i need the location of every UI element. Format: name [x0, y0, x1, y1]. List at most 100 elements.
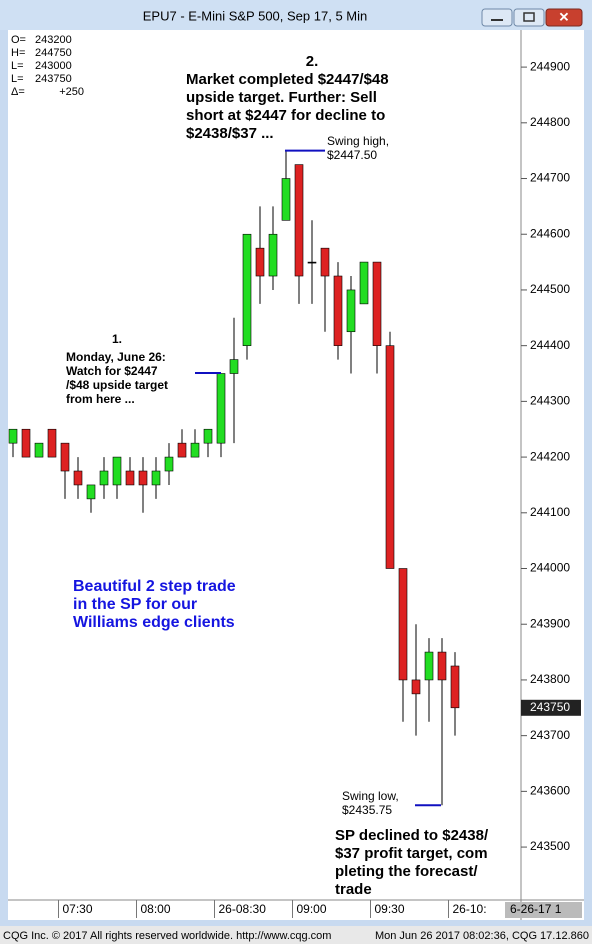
candle-body [203, 428, 213, 444]
candle-body [8, 428, 18, 444]
candle-body [164, 456, 174, 472]
y-tick-label: 244700 [530, 171, 570, 185]
candle-body [372, 261, 382, 346]
maximize-icon [523, 12, 535, 22]
y-tick-label: 244400 [530, 338, 570, 352]
annotation-line: Williams edge clients [73, 614, 235, 631]
info-value: 243750 [35, 73, 72, 85]
info-value: 243200 [35, 34, 72, 46]
annotation-line: Monday, June 26: [66, 350, 166, 364]
date-box-label: 6-26-17 1 [510, 902, 562, 916]
footer-right: Mon Jun 26 2017 08:02:36, CQG 17.12.860 [375, 930, 589, 942]
y-tick-label: 244000 [530, 561, 570, 575]
candle-body [359, 261, 369, 305]
candle-body [60, 442, 70, 472]
candle-body [346, 289, 356, 333]
y-tick-label: 243700 [530, 728, 570, 742]
info-label: L= [11, 60, 24, 72]
candle-body [34, 442, 44, 458]
candle-body [255, 247, 265, 277]
annotation-line: 1. [112, 332, 122, 346]
candle-body [411, 679, 421, 695]
info-value: 243000 [35, 60, 72, 72]
annotation-line: Watch for $2447 [66, 364, 158, 378]
candle-body [242, 233, 252, 346]
y-tick-label: 244500 [530, 282, 570, 296]
annotation-line: 2. [306, 53, 319, 70]
info-label: O= [11, 34, 26, 46]
date-box [505, 902, 582, 918]
window-title: EPU7 - E-Mini S&P 500, Sep 17, 5 Min [143, 8, 367, 23]
y-tick-label: 244600 [530, 226, 570, 240]
y-tick-label: 244900 [530, 59, 570, 73]
annotation-line: SP declined to $2438/ [335, 827, 489, 844]
info-value: 244750 [35, 47, 72, 59]
annotation-line: short at $2447 for decline to [186, 107, 385, 124]
candle-body [73, 470, 83, 486]
candle-body [177, 442, 187, 458]
close-icon: ✕ [559, 9, 570, 24]
x-tick-label: 26-10: [453, 902, 487, 916]
candle-body [450, 665, 460, 709]
y-tick-label: 243600 [530, 784, 570, 798]
annotation-line: $2447.50 [327, 148, 377, 162]
candle-body [86, 484, 96, 500]
x-tick-label: 08:00 [141, 902, 171, 916]
footer-left: CQG Inc. © 2017 All rights reserved worl… [3, 930, 331, 942]
maximize-button[interactable] [513, 8, 545, 27]
candle-body [138, 470, 148, 486]
x-tick-label: 09:00 [297, 902, 327, 916]
candle-body [151, 470, 161, 486]
annotation-line: upside target. Further: Sell [186, 89, 377, 106]
x-tick-label: 07:30 [63, 902, 93, 916]
y-tick-label: 244200 [530, 449, 570, 463]
candle-body [190, 442, 200, 458]
candle-body [21, 428, 31, 458]
candle-body [424, 651, 434, 681]
y-tick-label: 243800 [530, 672, 570, 686]
annotation-line: $2435.75 [342, 803, 392, 817]
annotation-line: in the SP for our [73, 596, 197, 613]
candle-body [99, 470, 109, 486]
candle-body [320, 247, 330, 277]
y-tick-label: 244100 [530, 505, 570, 519]
info-label: L= [11, 73, 24, 85]
candle-body [268, 233, 278, 277]
info-value: +250 [59, 86, 84, 98]
status-bar [0, 926, 592, 944]
y-tick-label: 243900 [530, 616, 570, 630]
last-price-label: 243750 [530, 700, 570, 714]
annotation-line: Swing low, [342, 789, 399, 803]
candle-body [437, 651, 447, 681]
annotation-line: $2438/$37 ... [186, 125, 274, 142]
candle-body [229, 359, 239, 374]
candle-body [385, 345, 395, 569]
candle-body [333, 275, 343, 346]
candle-body [125, 470, 135, 486]
annotation-line: pleting the forecast/ [335, 863, 478, 880]
annotation-line: from here ... [66, 392, 135, 406]
annotation-line: Market completed $2447/$48 [186, 71, 389, 88]
info-label: Δ= [11, 86, 25, 98]
chart-panel [8, 30, 584, 920]
minimize-button[interactable] [481, 8, 513, 27]
candle-body [112, 456, 122, 486]
candle-body [216, 373, 226, 444]
candle-body [307, 261, 317, 264]
close-button[interactable] [545, 8, 583, 27]
annotation-line: Swing high, [327, 134, 389, 148]
y-tick-label: 244300 [530, 394, 570, 408]
candle-body [294, 164, 304, 277]
candle-body [281, 178, 291, 221]
annotation-line: Beautiful 2 step trade [73, 578, 236, 595]
x-tick-label: 26-08:30 [219, 902, 267, 916]
last-price-box [521, 699, 581, 716]
annotation-line: /$48 upside target [66, 378, 168, 392]
info-label: H= [11, 47, 25, 59]
x-tick-label: 09:30 [375, 902, 405, 916]
candle-body [398, 568, 408, 681]
y-tick-label: 243500 [530, 839, 570, 853]
y-tick-label: 244800 [530, 115, 570, 129]
annotation-line: trade [335, 881, 372, 898]
